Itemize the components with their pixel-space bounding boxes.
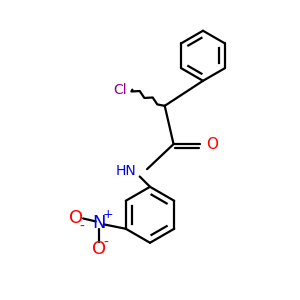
- Text: O: O: [69, 209, 83, 227]
- Text: Cl: Cl: [114, 82, 128, 97]
- Text: +: +: [102, 208, 113, 221]
- Text: O: O: [206, 136, 218, 152]
- Text: N: N: [92, 214, 106, 232]
- Text: O: O: [92, 240, 106, 258]
- Text: -: -: [79, 220, 84, 234]
- Text: HN: HN: [116, 164, 137, 178]
- Text: -: -: [103, 236, 108, 250]
